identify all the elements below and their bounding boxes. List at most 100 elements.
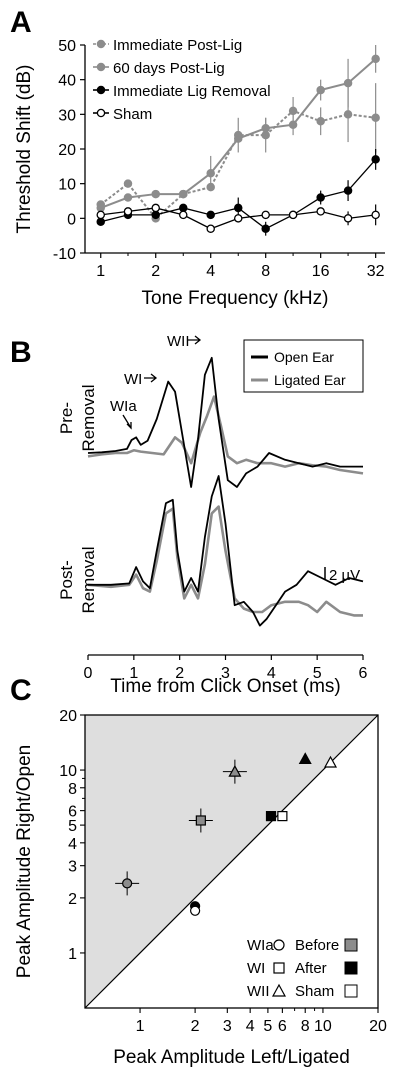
- data-point: [371, 113, 380, 123]
- data-point: [233, 214, 243, 223]
- data-point: [316, 85, 325, 95]
- legend-swatch-marker: [96, 62, 106, 72]
- scatter-point: [190, 905, 201, 916]
- wave-arrow-wii: [188, 335, 202, 345]
- data-point: [123, 179, 133, 188]
- panel-c-frame: [84, 714, 379, 1009]
- data-point: [316, 207, 325, 216]
- legend-swatch-marker: [96, 85, 106, 95]
- legend-label: Immediate Post-Lig: [113, 37, 242, 54]
- scatter-point: [277, 811, 288, 822]
- panel-a-x-tick-label: 16: [312, 263, 330, 280]
- row-label-post-line1: Post-: [57, 560, 76, 600]
- panel-c-y-tick-label: 20: [59, 708, 77, 725]
- row-label-pre-line2: Removal: [79, 384, 98, 451]
- wave-arrowhead-wia: [126, 422, 132, 430]
- panel-c-x-tick-label: 5: [263, 1018, 272, 1035]
- data-point: [151, 203, 160, 213]
- data-point: [261, 210, 270, 220]
- panel-b-x-axis-title: Time from Click Onset (ms): [110, 676, 340, 697]
- panel-c-x-tick-label: 4: [246, 1018, 255, 1035]
- legend-marker: [271, 983, 287, 997]
- panel-c-x-axis-title: Peak Amplitude Left/Ligated: [113, 1047, 350, 1068]
- wave-label-wi: WI: [124, 371, 142, 388]
- legend-swatch-marker: [96, 108, 106, 118]
- panel-a-y-tick-label: 0: [67, 211, 76, 228]
- data-point: [371, 54, 380, 64]
- data-point: [261, 224, 270, 233]
- row-label-pre-line1: Pre-: [57, 402, 76, 434]
- legend-label: Before: [295, 937, 339, 954]
- data-point: [371, 155, 380, 164]
- legend-swatch-marker: [96, 39, 106, 49]
- panel-c-y-tick-label: 5: [68, 818, 77, 835]
- waveform-1-pre: [87, 395, 364, 475]
- panel-c-x-tick-label: 10: [314, 1018, 332, 1035]
- panel-c-x-tick-label: 2: [191, 1018, 200, 1035]
- scatter-point: [324, 755, 338, 768]
- data-point: [151, 189, 160, 199]
- legend-marker: [344, 961, 358, 975]
- data-point: [206, 169, 215, 178]
- data-point: [96, 210, 105, 220]
- panel-b-x-tick-label: 2: [175, 665, 184, 682]
- data-point: [206, 210, 215, 220]
- panel-a-y-tick-label: 40: [58, 73, 76, 90]
- data-point: [179, 203, 188, 213]
- panel-c-y-tick-label: 4: [68, 836, 77, 853]
- data-point: [233, 134, 243, 143]
- panel-a-x-tick-label: 2: [151, 263, 160, 280]
- data-point: [96, 203, 105, 213]
- panel-a-y-tick-label: 10: [58, 177, 76, 194]
- scale-bar-label: 2 µV: [329, 567, 360, 584]
- legend-marker: [344, 938, 358, 952]
- panel-c-y-axis-title: Peak Amplitude Right/Open: [14, 745, 35, 978]
- data-point: [123, 193, 133, 202]
- wave-arrow-wi: [144, 373, 158, 383]
- legend-label: After: [295, 960, 327, 977]
- panel-c-y-tick-label: 3: [68, 859, 77, 876]
- panel-a-x-axis-title: Tone Frequency (kHz): [142, 288, 329, 309]
- legend-marker: [273, 962, 285, 974]
- scatter-point: [228, 764, 242, 777]
- legend-marker: [273, 939, 285, 951]
- legend-label: Sham: [295, 983, 334, 1000]
- legend-label: WI: [247, 960, 265, 977]
- panel-a-y-tick-label: 20: [58, 142, 76, 159]
- panel-c-x-tick-label: 8: [301, 1018, 310, 1035]
- data-point: [179, 189, 188, 199]
- scatter-point: [298, 752, 312, 765]
- wave-label-wii: WII: [167, 333, 190, 350]
- data-point: [233, 203, 243, 213]
- scatter-point: [122, 878, 133, 889]
- panel-b-x-tick-label: 1: [129, 665, 138, 682]
- waveform-1-post: [87, 505, 363, 617]
- panel-a-x-tick-label: 32: [367, 263, 385, 280]
- panel-a-x-tick-label: 4: [206, 263, 215, 280]
- data-point: [343, 214, 353, 223]
- panel-c-x-tick-label: 6: [278, 1018, 287, 1035]
- data-point: [206, 224, 215, 233]
- data-point: [288, 106, 298, 116]
- panel-b-x-tick-label: 3: [221, 665, 230, 682]
- panel-a-y-tick-label: 50: [58, 38, 76, 55]
- data-point: [371, 210, 380, 220]
- wave-label-wia: WIa: [110, 398, 137, 415]
- panel-label-a: A: [10, 6, 32, 39]
- data-point: [316, 193, 325, 202]
- panel-label-b: B: [10, 336, 32, 369]
- panel-a-chart: -10 0 10 20 30 40 50 1 2 4 8 16 32 Tone Frequency (kH…: [14, 37, 385, 309]
- data-point: [343, 110, 353, 119]
- legend-label: WIa: [247, 937, 274, 954]
- panel-c-y-tick-label: 1: [68, 946, 77, 963]
- scatter-point: [195, 815, 206, 826]
- panel-b-x-tick-label: 5: [313, 665, 322, 682]
- panel-a-y-axis-title: Threshold Shift (dB): [14, 65, 35, 234]
- waveform-0-pre: [87, 356, 363, 488]
- row-label-post-line2: Removal: [79, 546, 98, 613]
- panel-a-y-tick-label: 30: [58, 107, 76, 124]
- data-point: [151, 210, 160, 220]
